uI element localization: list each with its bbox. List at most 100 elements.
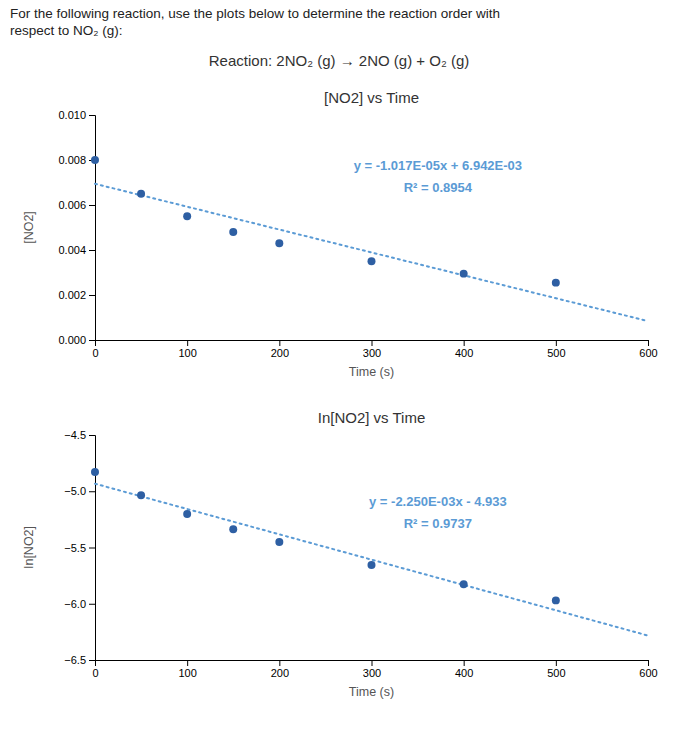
tick: 0.006 xyxy=(58,199,95,211)
point xyxy=(183,510,191,518)
tick-mark xyxy=(187,660,188,666)
tick-mark xyxy=(464,340,465,346)
tick-label: 400 xyxy=(455,667,473,679)
plot-title: [NO2] vs Time xyxy=(324,89,419,106)
tick-mark xyxy=(556,340,557,346)
x-axis: 0 100 200 300 400 500 600 xyxy=(92,660,657,679)
point xyxy=(552,279,560,287)
tick-label: −6.0 xyxy=(64,598,86,610)
point xyxy=(229,525,237,533)
panel: 01002003004005006000.0000.0020.0040.0060… xyxy=(58,109,657,359)
tick: 0.008 xyxy=(58,154,95,166)
plot-title: In[NO2] vs Time xyxy=(318,409,426,426)
y-axis-title: [NO2] xyxy=(22,211,36,244)
tick-mark xyxy=(89,660,95,661)
tick: 0 xyxy=(92,660,98,679)
tick: −5.5 xyxy=(64,542,95,554)
tick: 200 xyxy=(271,660,289,679)
point xyxy=(137,491,145,499)
tick-mark xyxy=(89,115,95,116)
tick-mark xyxy=(89,435,95,436)
tick-mark xyxy=(89,548,95,549)
tick: 0.000 xyxy=(58,334,95,346)
tick: −6.0 xyxy=(64,598,95,610)
x-axis: 0 100 200 300 400 500 600 xyxy=(92,340,657,359)
tick: 500 xyxy=(547,660,565,679)
tick-mark xyxy=(464,660,465,666)
tick: 400 xyxy=(455,660,473,679)
point xyxy=(91,468,99,476)
tick: 100 xyxy=(178,340,196,359)
tick-mark xyxy=(372,340,373,346)
tick-label: 0.000 xyxy=(58,334,86,346)
tick-label: −4.5 xyxy=(64,429,86,441)
y-axis: −6.5 −6.0 −5.5 −5.0 −4.5 xyxy=(64,429,95,666)
y-axis: 0.0000.0020.0040.0060.0080.010 xyxy=(58,109,95,346)
tick-mark xyxy=(556,660,557,666)
tick-mark xyxy=(648,340,649,346)
tick: −4.5 xyxy=(64,429,95,441)
tick-label: 100 xyxy=(178,667,196,679)
marks xyxy=(91,156,648,321)
tick-label: 0.004 xyxy=(58,244,86,256)
point xyxy=(137,190,145,198)
tick: 400 xyxy=(455,340,473,359)
tick-mark xyxy=(89,340,95,341)
tick-mark xyxy=(89,604,95,605)
annotation: R² = 0.9737 xyxy=(404,516,472,531)
x-axis-title: Time (s) xyxy=(349,685,394,699)
chart-root: For the following reaction, use the plot… xyxy=(0,0,678,731)
axis-line xyxy=(96,341,649,347)
tick: 600 xyxy=(639,340,657,359)
tick-label: 500 xyxy=(547,667,565,679)
tick-label: 0.006 xyxy=(58,199,86,211)
tick: 0.004 xyxy=(58,244,95,256)
panel: 0 100 200 300 400 500 600 −6.5 −6.0 −5.5 −5.0 −4.5 xyxy=(64,429,657,679)
marks xyxy=(91,468,648,636)
tick-label: 600 xyxy=(639,667,657,679)
marks-inner xyxy=(91,156,648,321)
axis-line xyxy=(89,116,96,341)
tick: 0 xyxy=(92,340,98,359)
tick-mark xyxy=(89,250,95,251)
tick-label: 200 xyxy=(271,667,289,679)
marks-inner xyxy=(91,468,648,636)
reaction-text: Reaction: 2NO₂ (g) → 2NO (g) + O₂ (g) xyxy=(209,52,469,69)
header-line: respect to NO₂ (g): xyxy=(10,23,123,38)
annotation: y = -2.250E-03x - 4.933 xyxy=(369,494,507,509)
point xyxy=(368,257,376,265)
tick: 300 xyxy=(363,340,381,359)
tick-label: 0.008 xyxy=(58,154,86,166)
x-axis-title: Time (s) xyxy=(349,365,394,379)
tick-label: 500 xyxy=(547,347,565,359)
tick-label: 0 xyxy=(92,347,98,359)
point xyxy=(183,212,191,220)
tick-mark xyxy=(187,340,188,346)
point xyxy=(552,596,560,604)
header-line: For the following reaction, use the plot… xyxy=(10,6,500,21)
tick-mark xyxy=(372,660,373,666)
tick-label: 100 xyxy=(178,347,196,359)
tick: 200 xyxy=(271,340,289,359)
tick: −5.0 xyxy=(64,485,95,497)
tick-mark xyxy=(89,205,95,206)
tick-mark xyxy=(89,295,95,296)
trend-line xyxy=(95,484,648,636)
tick-label: 0 xyxy=(92,667,98,679)
annotation: y = -1.017E-05x + 6.942E-03 xyxy=(354,158,522,173)
point xyxy=(368,561,376,569)
trend-line xyxy=(95,184,648,321)
point xyxy=(91,156,99,164)
point xyxy=(275,538,283,546)
tick: −6.5 xyxy=(64,654,95,666)
tick-label: −5.5 xyxy=(64,542,86,554)
point xyxy=(275,239,283,247)
tick-label: 300 xyxy=(363,347,381,359)
point xyxy=(460,580,468,588)
tick-label: −6.5 xyxy=(64,654,86,666)
tick-mark xyxy=(648,660,649,666)
tick: 0.010 xyxy=(58,109,95,121)
tick-label: 300 xyxy=(363,667,381,679)
axis-line xyxy=(96,661,649,667)
tick-mark xyxy=(279,340,280,346)
